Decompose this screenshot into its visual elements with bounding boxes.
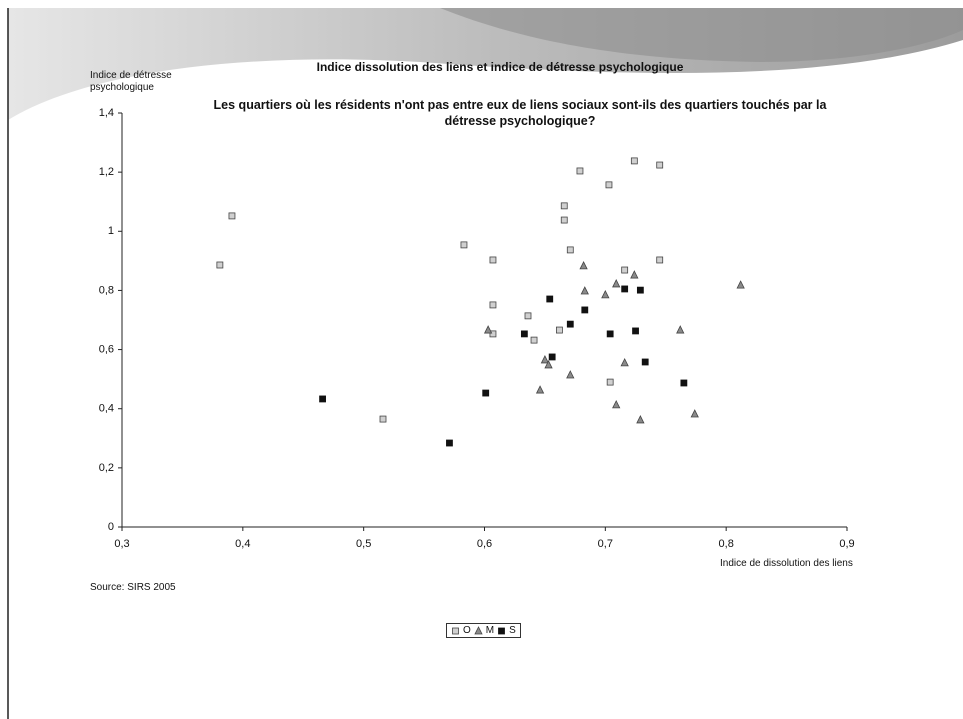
y-tick-label: 0	[108, 521, 114, 533]
x-tick-label: 0,8	[719, 538, 734, 550]
point	[561, 203, 567, 209]
point	[320, 396, 326, 402]
point	[461, 242, 467, 248]
point	[485, 326, 492, 333]
point	[580, 262, 587, 269]
point	[547, 296, 553, 302]
point	[490, 302, 496, 308]
chart-subtitle: Les quartiers où les résidents n'ont pas…	[195, 97, 845, 129]
point	[633, 328, 639, 334]
point	[521, 331, 527, 337]
slide: 0 0,2 0,4 0,6 0,8 1 1,2 1,4 0,3 0,4 0,5 0,6 0,7 0,8 0,…	[0, 0, 963, 719]
point	[631, 271, 638, 278]
point	[606, 182, 612, 188]
source-note: Source: SIRS 2005	[90, 582, 176, 593]
point	[657, 257, 663, 263]
point	[681, 380, 687, 386]
point	[613, 401, 620, 408]
point	[229, 213, 235, 219]
legend-label: O	[463, 625, 471, 636]
y-tick-label: 1,4	[99, 107, 114, 119]
legend-swatch	[451, 626, 460, 635]
x-tick-label: 0,9	[839, 538, 854, 550]
legend-marker	[475, 627, 482, 634]
chart-title: Indice dissolution des liens et indice d…	[230, 60, 770, 74]
point	[622, 286, 628, 292]
x-tick-label: 0,4	[235, 538, 250, 550]
y-tick-label: 0,8	[99, 284, 114, 296]
point	[537, 386, 544, 393]
point	[637, 416, 644, 423]
point	[483, 390, 489, 396]
point	[677, 326, 684, 333]
point	[642, 359, 648, 365]
y-tick-label: 0,6	[99, 343, 114, 355]
point	[549, 354, 555, 360]
point	[621, 359, 628, 366]
y-tick-label: 0,2	[99, 462, 114, 474]
point	[567, 247, 573, 253]
x-tick-label: 0,7	[598, 538, 613, 550]
point	[607, 331, 613, 337]
point	[556, 327, 562, 333]
x-tick-label: 0,5	[356, 538, 371, 550]
point	[631, 158, 637, 164]
point	[602, 291, 609, 298]
point	[567, 321, 573, 327]
point	[380, 416, 386, 422]
point	[691, 410, 698, 417]
legend-marker	[453, 628, 459, 634]
y-tick-label: 1,2	[99, 166, 114, 178]
point	[613, 280, 620, 287]
point	[561, 217, 567, 223]
point	[637, 287, 643, 293]
point	[582, 307, 588, 313]
point	[490, 257, 496, 263]
x-tick-label: 0,6	[477, 538, 492, 550]
legend-label: S	[509, 625, 516, 636]
legend-marker	[499, 628, 505, 634]
point	[607, 379, 613, 385]
point	[217, 262, 223, 268]
point	[567, 371, 574, 378]
point	[657, 162, 663, 168]
point	[531, 337, 537, 343]
y-axis-label: Indice de détresse psychologique	[90, 70, 202, 94]
point	[525, 313, 531, 319]
legend-swatch	[474, 626, 483, 635]
point	[446, 440, 452, 446]
legend-swatch	[497, 626, 506, 635]
x-tick-label: 0,3	[114, 538, 129, 550]
y-tick-label: 0,4	[99, 403, 114, 415]
point	[581, 287, 588, 294]
point	[737, 281, 744, 288]
point	[541, 356, 548, 363]
legend-label: M	[486, 625, 494, 636]
point	[577, 168, 583, 174]
x-axis-label: Indice de dissolution des liens	[720, 558, 853, 569]
y-tick-label: 1	[108, 225, 114, 237]
point	[622, 267, 628, 273]
